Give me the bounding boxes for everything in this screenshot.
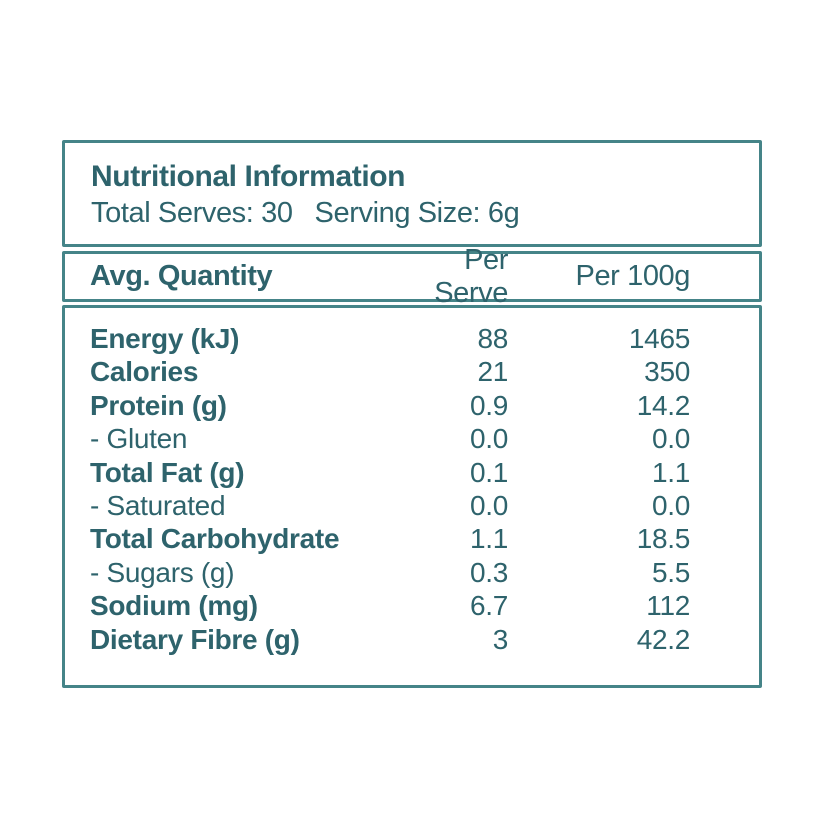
row-per-serve-value: 6.7 <box>469 590 508 622</box>
col-header-per-serve: Per Serve <box>434 243 508 309</box>
row-nutrient-label: Total Fat (g) <box>90 456 245 488</box>
table-row: - Sugars (g) 0.3 5.5 <box>65 556 759 589</box>
row-per-serve-value: 0.0 <box>469 490 508 522</box>
row-per-100g-value: 1465 <box>628 323 690 354</box>
row-per-100g-value: 0.0 <box>651 490 690 522</box>
row-per-100g-value: 42.2 <box>636 623 691 655</box>
row-per-serve-value: 0.3 <box>469 556 508 588</box>
row-per-100g-value: 1.1 <box>651 456 690 488</box>
row-per-serve-value: 21 <box>477 356 508 388</box>
table-row: Dietary Fibre (g) 3 42.2 <box>65 623 759 656</box>
row-per-100g-value: 350 <box>644 356 690 388</box>
row-nutrient-label: - Saturated <box>90 490 226 522</box>
nutrition-panel: Nutritional Information Total Serves: 30… <box>62 140 762 688</box>
table-row: - Gluten 0.0 0.0 <box>65 422 759 455</box>
row-nutrient-label: - Sugars (g) <box>90 556 235 588</box>
row-per-serve-value: 0.1 <box>469 456 508 488</box>
row-per-serve-value: 1.1 <box>469 523 508 555</box>
table-body: Energy (kJ) 88 1465 Calories 21 350 Prot… <box>62 305 762 688</box>
col-header-per-100g: Per 100g <box>575 260 691 292</box>
row-per-serve-value: 3 <box>492 623 509 655</box>
row-nutrient-label: Sodium (mg) <box>90 590 258 622</box>
table-row: Protein (g) 0.9 14.2 <box>65 389 759 422</box>
row-per-serve-value: 0.0 <box>469 423 508 455</box>
row-per-serve-value: 88 <box>477 323 508 354</box>
row-per-100g-value: 18.5 <box>636 523 691 555</box>
table-row: - Saturated 0.0 0.0 <box>65 489 759 522</box>
row-nutrient-label: Energy (kJ) <box>90 323 240 354</box>
panel-title: Nutritional Information <box>91 160 406 193</box>
row-nutrient-label: Total Carbohydrate <box>90 523 340 555</box>
total-serves-text: Total Serves: 30 <box>91 197 293 229</box>
table-row: Calories 21 350 <box>65 355 759 388</box>
table-row: Energy (kJ) 88 1465 <box>65 322 759 355</box>
row-per-serve-value: 0.9 <box>469 389 508 421</box>
table-header-row: Avg. Quantity Per Serve Per 100g <box>62 244 762 309</box>
row-per-100g-value: 14.2 <box>636 389 691 421</box>
row-nutrient-label: Protein (g) <box>90 389 227 421</box>
serving-size-text: Serving Size: 6g <box>314 197 520 229</box>
row-per-100g-value: 5.5 <box>651 556 690 588</box>
row-per-100g-value: 112 <box>646 590 690 622</box>
row-nutrient-label: Calories <box>90 356 199 388</box>
row-nutrient-label: Dietary Fibre (g) <box>90 623 300 655</box>
table-row: Total Carbohydrate 1.1 18.5 <box>65 522 759 555</box>
row-per-100g-value: 0.0 <box>651 423 690 455</box>
col-header-avg-quantity: Avg. Quantity <box>90 260 273 292</box>
table-row: Total Fat (g) 0.1 1.1 <box>65 456 759 489</box>
serves-line: Total Serves: 30 Serving Size: 6g <box>91 196 731 231</box>
table-row: Sodium (mg) 6.7 112 <box>65 589 759 622</box>
row-nutrient-label: - Gluten <box>90 423 188 455</box>
title-section: Nutritional Information Total Serves: 30… <box>62 140 762 247</box>
